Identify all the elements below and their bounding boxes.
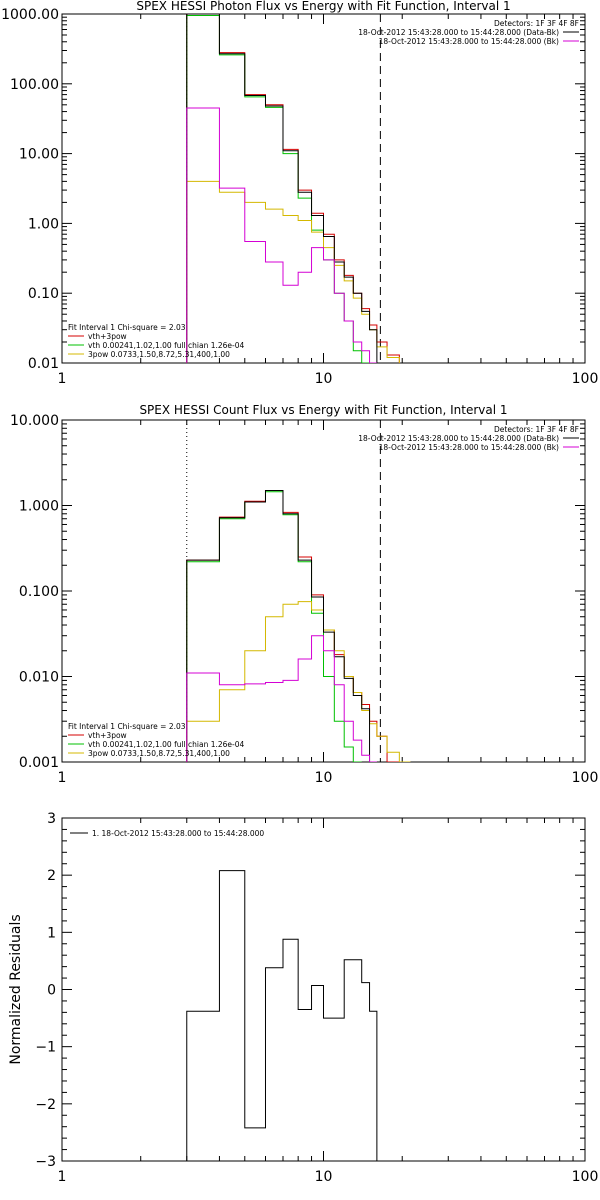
y-tick-label: 0.010 (19, 670, 59, 686)
legend-entry: vth 0.00241,1.02,1.00 full chian 1.26e-0… (88, 341, 245, 350)
legend-entry: 3pow 0.0733,1.50,8.72,5.31,400,1.00 (88, 350, 230, 359)
series-2-step-line (186, 491, 362, 762)
legend-entry: vth+3pow (88, 332, 127, 341)
legend-entry: Fit Interval 1 Chi-square = 2.03 (68, 323, 186, 332)
y-tick-label: −3 (35, 1154, 56, 1170)
x-tick-label: 100 (572, 770, 599, 786)
plot-frame-1 (61, 13, 586, 364)
x-tick-label: 10 (315, 371, 333, 387)
y-tick-label: 10.000 (10, 413, 59, 429)
y-tick-label: 1.000 (19, 499, 59, 515)
y-tick-label: 1.00 (28, 216, 59, 232)
y-tick-label: 1 (47, 925, 56, 941)
series-4-step-line (186, 489, 371, 762)
x-tick-label: 1 (58, 371, 67, 387)
legend-entry: 18-Oct-2012 15:43:28.000 to 15:44:28.000… (379, 37, 559, 46)
series-3-step-line (186, 601, 411, 762)
legend-entry: 1. 18-Oct-2012 15:43:28.000 to 15:44:28.… (92, 829, 264, 838)
legend-entry: vth+3pow (88, 731, 127, 740)
y-tick-label: 0.001 (19, 755, 59, 771)
y-tick-label: −2 (35, 1097, 56, 1113)
chart-title: SPEX HESSI Count Flux vs Energy with Fit… (139, 403, 507, 417)
x-tick-label: 1 (58, 770, 67, 786)
chart-title: SPEX HESSI Photon Flux vs Energy with Fi… (136, 0, 510, 13)
series-1-step-line (186, 14, 400, 363)
legend-entry: 18-Oct-2012 15:43:28.000 to 15:44:28.000… (379, 443, 559, 452)
y-tick-label: 3 (47, 811, 56, 827)
y-tick-label: −1 (35, 1040, 56, 1056)
y-tick-label: 0.01 (28, 356, 59, 372)
legend-entry: Detectors: 1F 3F 4F 8F (494, 425, 579, 434)
series-4-step-line (186, 14, 378, 363)
legend-entry: 3pow 0.0733,1.50,8.72,5.31,400,1.00 (88, 749, 230, 758)
legend-entry: 18-Oct-2012 15:43:28.000 to 15:44:28.000… (358, 434, 559, 443)
series-1-step-line (186, 870, 378, 1161)
series-5-step-line (186, 635, 377, 762)
y-tick-label: 10.00 (19, 147, 59, 163)
x-tick-label: 1 (58, 1169, 67, 1185)
y-tick-label: 100.00 (10, 77, 59, 93)
x-tick-label: 10 (315, 1169, 333, 1185)
plot-frame-2 (61, 419, 586, 763)
series-2-step-line (186, 15, 377, 363)
y-tick-label: 0.10 (28, 286, 59, 302)
y-axis-label: Normalized Residuals (8, 914, 24, 1064)
x-tick-label: 10 (315, 770, 333, 786)
y-tick-label: 1000.00 (1, 7, 59, 23)
legend-entry: Fit Interval 1 Chi-square = 2.03 (68, 722, 186, 731)
y-tick-label: 2 (47, 868, 56, 884)
legend-entry: Detectors: 1F 3F 4F 8F (494, 19, 579, 28)
series-5-step-line (186, 107, 377, 363)
y-tick-label: 0 (47, 983, 56, 999)
x-tick-label: 100 (572, 1169, 599, 1185)
x-tick-label: 100 (572, 371, 599, 387)
y-tick-label: 0.100 (19, 584, 59, 600)
series-3-step-line (186, 180, 400, 363)
legend-entry: 18-Oct-2012 15:43:28.000 to 15:44:28.000… (358, 28, 559, 37)
legend-entry: vth 0.00241,1.02,1.00 full chian 1.26e-0… (88, 740, 245, 749)
